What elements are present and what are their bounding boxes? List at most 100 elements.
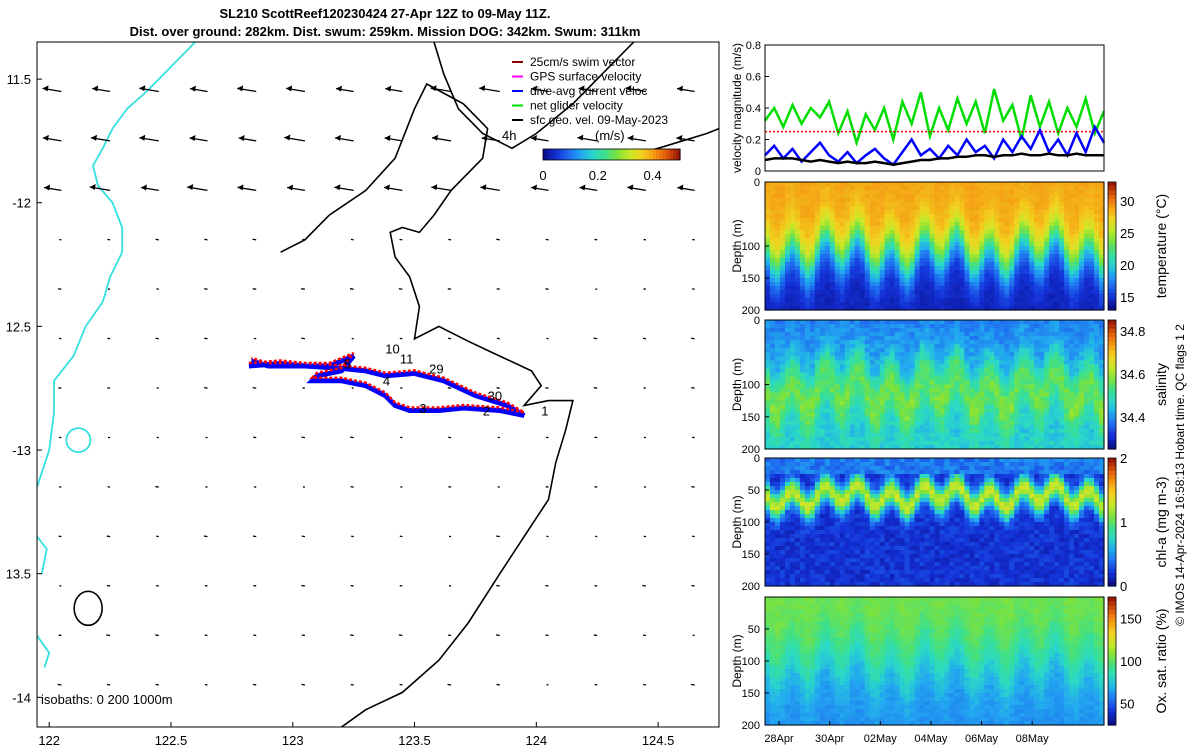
section-cell [1069,246,1075,251]
section-cell [1034,432,1040,438]
section-cell [765,570,771,575]
section-cell [859,290,866,295]
section-cell [789,412,796,418]
section-cell [1054,420,1060,426]
section-cell [919,396,926,402]
section-cell [984,286,990,291]
section-cell [1049,306,1055,311]
section-cell [974,368,980,374]
section-cell [874,400,881,406]
section-cell [794,226,801,231]
section-cell [814,364,821,369]
section-cell [1054,246,1060,251]
velocity-y-tick-label: 0.4 [746,103,761,115]
section-cell [779,534,786,539]
section-cell [1069,400,1075,406]
section-cell [879,428,886,434]
section-cell [1039,234,1045,239]
section-cell [914,206,921,211]
section-cell [1024,206,1030,211]
section-cell [859,278,866,283]
section-cell [1099,412,1105,418]
section-cell [1019,198,1025,203]
section-cell [989,408,995,414]
section-cell [979,380,985,386]
section-cell [934,424,941,430]
sfc-velocity-arrow [301,584,306,587]
section-cell [999,364,1005,369]
sfc-velocity-arrowhead [531,85,538,92]
section-cell [1084,388,1090,394]
section-cell [849,388,856,394]
section-cell [924,428,931,434]
section-cell [799,392,806,398]
section-cell [844,290,851,295]
section-cell [1019,282,1025,287]
section-cell [769,282,776,287]
section-cell [949,278,956,283]
section-cell [909,372,916,378]
section-cell [854,396,861,402]
section-cell [1069,436,1075,442]
sfc-velocity-arrow [496,683,500,686]
section-cell [779,242,786,247]
section-cell [1004,384,1010,390]
section-cell [964,194,970,199]
section-cell [1019,424,1025,430]
section-cell [784,384,791,390]
section-cell [914,226,921,231]
section-cell [964,238,970,243]
section-cell [979,250,985,255]
section-cell [774,332,781,337]
section-cell [774,518,781,523]
section-cell [774,582,781,587]
section-cell [894,384,901,390]
section-cell [1019,250,1025,255]
section-cell [874,234,881,239]
section-cell [954,298,961,303]
section-cell [1029,210,1035,215]
section-cell [949,246,956,251]
section-cell [809,262,816,267]
section-cell [839,392,846,398]
section-cell [894,420,901,426]
section-cell [1039,404,1045,410]
section-cell [794,238,801,243]
section-cell [964,266,970,271]
section-cell [839,250,846,255]
section-cell [804,290,811,295]
section-cell [884,396,891,402]
map-x-tick-label: 123.5 [398,733,431,748]
section-cell [774,542,781,547]
section-cell [1044,210,1050,215]
section-cell [1054,432,1060,438]
section-cell [784,562,791,567]
section-cell [1049,274,1055,279]
section-cell [979,384,985,390]
sfc-velocity-arrowhead [286,36,292,42]
section-cell [794,436,801,442]
map-colorbar-cell [649,149,654,160]
section-cell [869,254,876,259]
section-cell [944,282,951,287]
section-cell [784,436,791,442]
sfc-velocity-arrowhead [238,36,244,42]
section-cell [879,360,886,365]
section-cell [1004,364,1010,369]
section-cell [1099,336,1105,341]
section-cell [909,250,916,255]
section-cell [1094,324,1100,329]
section-cell [844,400,851,406]
section-cell [949,368,956,374]
section-cell [914,302,921,307]
isobath-200m-island [73,590,103,627]
section-cell [969,360,975,365]
section-cell [794,344,801,349]
section-cell [974,428,980,434]
section-cell [1024,408,1030,414]
section-cell [864,186,871,191]
section-cell [904,356,911,361]
section-cell [904,436,911,442]
velocity-series-line [764,123,1106,167]
section-cell [869,262,876,267]
